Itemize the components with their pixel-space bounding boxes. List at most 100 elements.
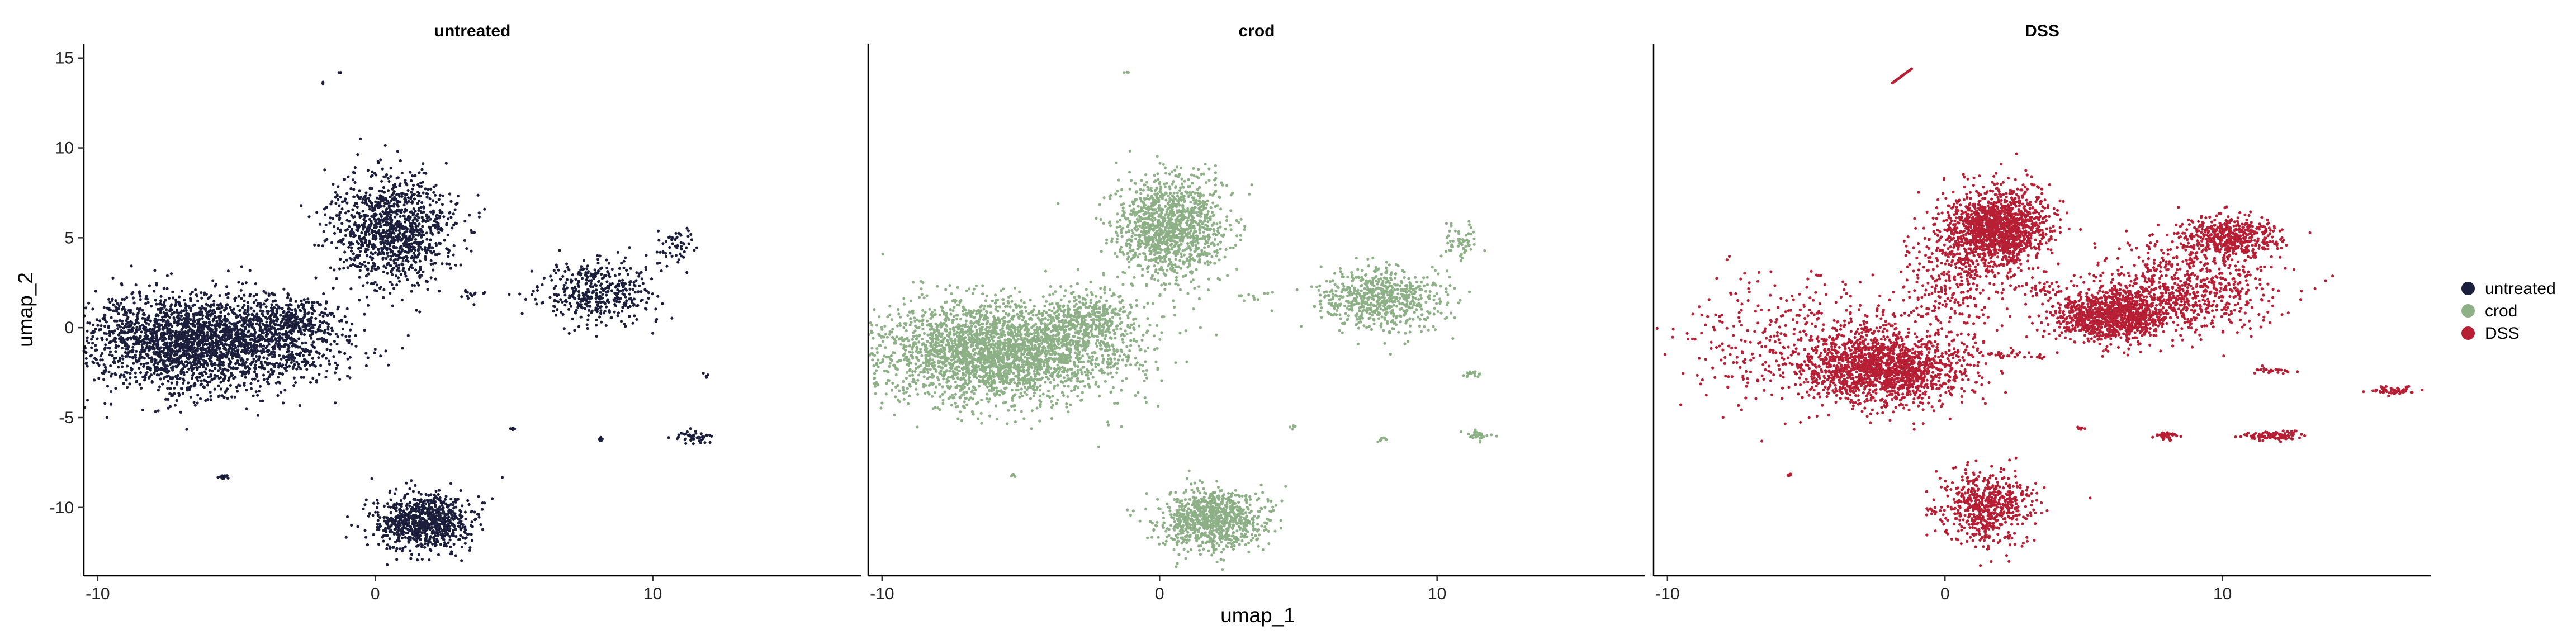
data-point — [176, 381, 179, 384]
data-point — [172, 344, 176, 348]
data-point — [390, 225, 394, 229]
data-point — [310, 333, 314, 336]
data-point — [253, 363, 257, 367]
data-point — [358, 269, 362, 272]
data-point — [368, 187, 372, 190]
data-point — [162, 311, 165, 315]
data-point — [295, 339, 298, 343]
data-point — [244, 372, 247, 376]
data-point — [628, 315, 631, 318]
data-point — [202, 385, 205, 389]
data-point — [268, 362, 272, 365]
data-point — [163, 301, 166, 304]
data-point — [254, 282, 258, 286]
data-point — [195, 329, 198, 333]
data-point — [328, 221, 332, 225]
data-point — [350, 246, 353, 249]
data-point — [353, 204, 356, 207]
data-point — [297, 365, 301, 368]
data-point — [419, 511, 423, 514]
data-point — [202, 365, 205, 368]
data-point — [120, 354, 124, 358]
data-point — [689, 233, 693, 236]
data-point — [259, 305, 262, 309]
data-point — [152, 363, 155, 367]
data-point — [178, 337, 182, 340]
data-point — [195, 376, 198, 379]
data-point — [202, 378, 206, 382]
data-point — [674, 254, 678, 257]
data-point — [210, 360, 213, 363]
data-point — [253, 370, 257, 373]
data-point — [446, 233, 449, 236]
data-point — [273, 365, 276, 368]
data-point — [409, 549, 412, 552]
data-point — [110, 316, 113, 319]
data-point — [194, 288, 197, 292]
data-point — [257, 390, 261, 393]
data-point — [428, 197, 432, 201]
data-point — [344, 211, 348, 215]
data-point — [409, 171, 412, 174]
data-point — [453, 208, 457, 211]
data-point — [410, 263, 414, 267]
data-point — [195, 293, 198, 297]
data-point — [143, 357, 146, 360]
data-point — [167, 380, 170, 383]
data-point — [362, 284, 365, 287]
data-point — [180, 290, 184, 293]
data-point — [212, 304, 216, 307]
data-point — [368, 242, 371, 245]
data-point — [219, 376, 222, 380]
data-point — [177, 343, 181, 346]
data-point — [576, 306, 580, 309]
data-point — [366, 230, 370, 233]
data-point — [416, 243, 420, 246]
data-point — [419, 195, 422, 198]
data-point — [202, 343, 205, 347]
data-point — [379, 205, 382, 208]
data-point — [225, 285, 229, 288]
data-point — [206, 331, 209, 334]
data-point — [269, 325, 273, 329]
data-point — [257, 379, 260, 382]
data-point — [248, 295, 252, 298]
data-point — [386, 240, 390, 244]
data-point — [425, 231, 429, 235]
data-point — [376, 501, 380, 505]
data-point — [628, 281, 632, 284]
data-point — [454, 222, 458, 225]
data-point — [420, 168, 424, 171]
data-point — [150, 359, 153, 362]
data-point — [452, 253, 455, 257]
data-point — [186, 343, 190, 346]
data-point — [241, 282, 244, 286]
data-point — [424, 280, 428, 283]
data-point — [388, 545, 391, 548]
data-point — [356, 229, 359, 233]
data-point — [207, 310, 211, 313]
data-point — [356, 205, 359, 209]
data-point — [459, 534, 462, 537]
data-point — [191, 323, 195, 326]
data-point — [693, 249, 696, 252]
data-point — [570, 281, 573, 284]
data-point — [415, 214, 418, 217]
data-point — [285, 358, 288, 362]
data-point — [354, 334, 357, 337]
data-point — [374, 510, 377, 514]
data-point — [218, 294, 221, 297]
data-point — [534, 297, 537, 301]
data-point — [173, 321, 176, 324]
data-point — [330, 329, 334, 333]
data-point — [576, 285, 580, 288]
data-point — [441, 262, 444, 266]
data-point — [213, 387, 216, 391]
data-point — [296, 321, 300, 325]
data-point — [395, 254, 399, 258]
data-point — [380, 231, 383, 235]
data-point — [356, 193, 359, 197]
data-point — [148, 328, 151, 331]
data-point — [118, 332, 121, 335]
data-point — [366, 169, 370, 172]
